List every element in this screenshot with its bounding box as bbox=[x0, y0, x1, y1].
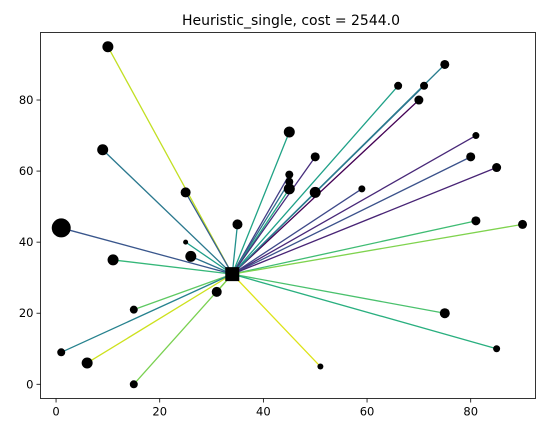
x-tick-label-0: 0 bbox=[52, 405, 59, 419]
customer-point-4 bbox=[107, 254, 119, 266]
customer-point-13 bbox=[283, 126, 295, 138]
customer-point-16 bbox=[283, 183, 295, 195]
customer-point-2 bbox=[97, 144, 109, 156]
customer-point-8 bbox=[211, 286, 222, 297]
customer-point-28 bbox=[518, 219, 528, 229]
y-tick-label-3: 60 bbox=[19, 164, 34, 178]
depot-marker bbox=[225, 267, 240, 282]
route-edge-2 bbox=[102, 149, 233, 275]
customer-point-10 bbox=[81, 357, 93, 369]
depot-square bbox=[225, 267, 240, 282]
x-tick-label-4: 80 bbox=[463, 405, 478, 419]
customer-point-5 bbox=[185, 250, 197, 262]
route-edge-0 bbox=[61, 227, 233, 275]
customer-point-18 bbox=[309, 186, 321, 198]
customer-point-12 bbox=[232, 219, 243, 230]
customer-point-24 bbox=[472, 132, 480, 140]
route-edge-28 bbox=[232, 223, 523, 275]
route-edge-6 bbox=[185, 241, 233, 275]
plot-frame bbox=[40, 32, 536, 399]
customer-point-21 bbox=[420, 81, 429, 90]
route-edge-3 bbox=[185, 192, 233, 275]
route-edge-20 bbox=[231, 85, 399, 275]
route-edge-30 bbox=[232, 273, 497, 350]
route-edge-4 bbox=[112, 259, 233, 275]
route-edge-29 bbox=[232, 273, 445, 314]
route-edge-7 bbox=[133, 273, 233, 311]
route-edge-23 bbox=[231, 64, 446, 275]
route-edge-25 bbox=[231, 156, 471, 275]
customer-point-9 bbox=[57, 348, 66, 357]
y-tick-label-4: 80 bbox=[19, 93, 34, 107]
customer-point-30 bbox=[493, 345, 501, 353]
chart-title: Heuristic_single, cost = 2544.0 bbox=[182, 13, 400, 29]
y-tick-label-1: 20 bbox=[19, 306, 34, 320]
customer-point-7 bbox=[129, 305, 138, 314]
route-edge-12 bbox=[231, 224, 239, 275]
route-edge-27 bbox=[232, 220, 477, 275]
customer-point-11 bbox=[129, 380, 138, 389]
y-axis: 0 20 40 60 80 bbox=[19, 93, 41, 391]
y-tick-label-2: 40 bbox=[19, 235, 34, 249]
customer-point-25 bbox=[466, 152, 476, 162]
x-axis: 0 20 40 60 80 bbox=[52, 398, 478, 419]
x-tick-label-3: 60 bbox=[360, 405, 375, 419]
customer-point-14 bbox=[285, 170, 294, 179]
route-edge-31 bbox=[231, 273, 321, 367]
route-edge-22 bbox=[231, 99, 420, 275]
route-edge-13 bbox=[231, 131, 290, 275]
customer-point-20 bbox=[394, 81, 403, 90]
customer-point-1 bbox=[102, 41, 114, 53]
customer-point-3 bbox=[180, 187, 191, 198]
route-edges bbox=[60, 46, 523, 385]
route-edge-1 bbox=[107, 46, 233, 275]
customer-point-23 bbox=[440, 59, 450, 69]
customer-point-31 bbox=[317, 363, 324, 370]
route-edge-10 bbox=[86, 273, 233, 364]
customer-points bbox=[51, 41, 528, 389]
customer-point-19 bbox=[358, 185, 366, 193]
route-edge-9 bbox=[60, 273, 233, 353]
customer-point-29 bbox=[439, 308, 450, 319]
route-edge-19 bbox=[231, 188, 363, 275]
customer-point-26 bbox=[492, 163, 502, 173]
customer-point-22 bbox=[414, 95, 424, 105]
route-edge-17 bbox=[231, 156, 316, 275]
route-edge-24 bbox=[231, 134, 477, 275]
x-tick-label-2: 40 bbox=[256, 405, 271, 419]
customer-point-27 bbox=[471, 216, 481, 226]
customer-point-6 bbox=[183, 239, 189, 245]
route-edge-15 bbox=[231, 181, 290, 275]
customer-point-17 bbox=[310, 152, 320, 162]
x-tick-label-1: 20 bbox=[152, 405, 167, 419]
customer-point-0 bbox=[51, 218, 71, 238]
y-tick-label-0: 0 bbox=[26, 377, 33, 391]
route-edge-26 bbox=[232, 166, 497, 275]
